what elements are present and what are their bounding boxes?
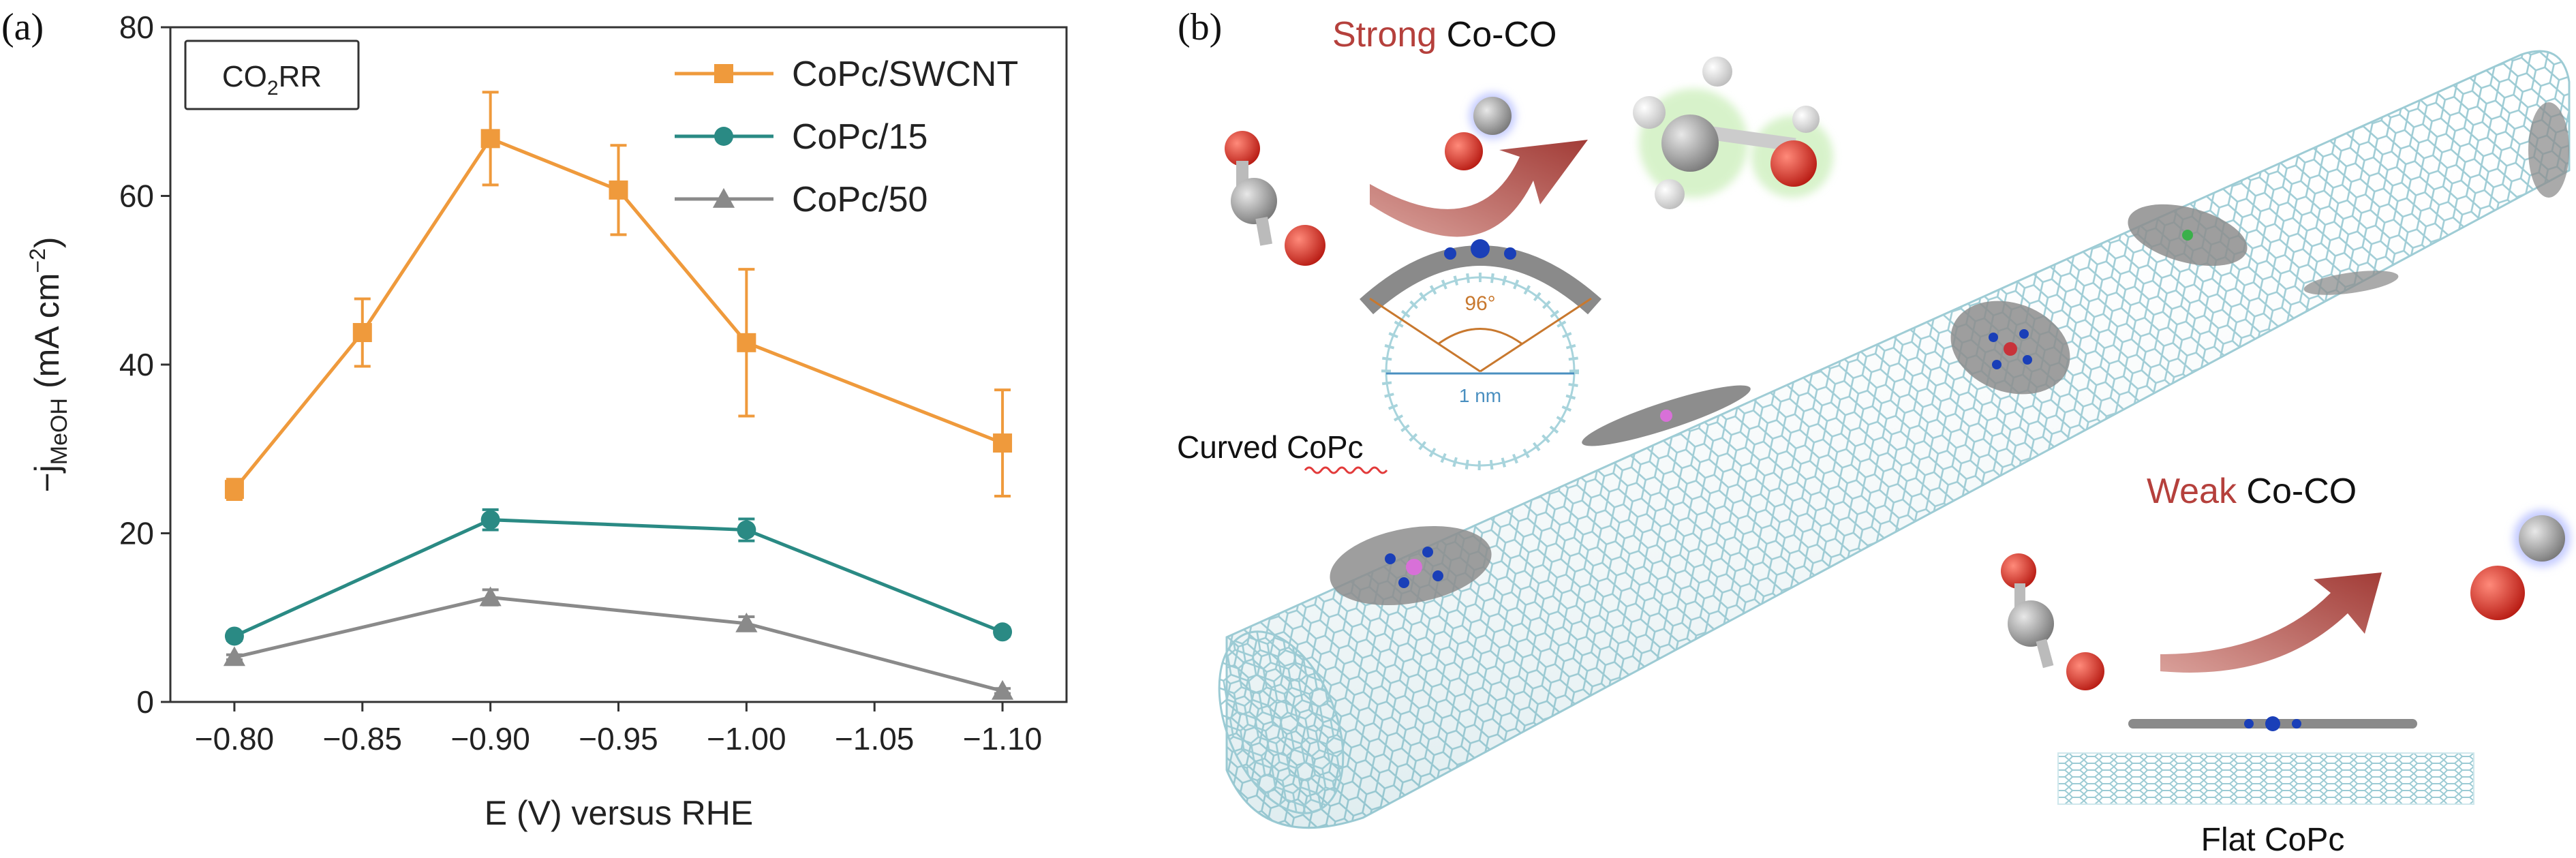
panel-b: (b): [1177, 6, 2571, 858]
angle-label: 96°: [1465, 292, 1495, 315]
data-point: [352, 322, 372, 342]
legend-label: CoPc/SWCNT: [792, 55, 1018, 94]
data-point: [479, 586, 502, 607]
spellcheck-underline: [1304, 466, 1388, 474]
legend-label: CoPc/15: [792, 117, 927, 157]
x-tick-label: −0.85: [323, 721, 402, 756]
series-line: [234, 596, 1003, 693]
curved-copc-cross-section: [1359, 239, 1601, 470]
series-2: [223, 586, 1014, 700]
x-tick-label: −0.95: [579, 721, 658, 756]
y-ticks: 0 20 40 60 80: [119, 10, 170, 720]
panel-b-label: (b): [1178, 6, 1222, 48]
y-axis-label: −jMeOH (mA cm−2): [25, 236, 72, 492]
weak-co-co-label: Weak Co-CO: [2147, 472, 2357, 511]
strong-co-co-label: Strong Co-CO: [1332, 15, 1557, 55]
x-tick-label: −1.10: [963, 721, 1042, 756]
data-point: [735, 612, 758, 632]
y-tick-label: 0: [136, 684, 154, 720]
copc-molecule-side-view: [1582, 385, 1751, 446]
data-point: [993, 433, 1013, 453]
diameter-label: 1 nm: [1459, 385, 1501, 406]
adsorbed-co-upper: [1445, 93, 1516, 170]
co-molecule-upper: [1225, 131, 1325, 266]
data-point: [609, 180, 628, 200]
flat-copc-on-graphene: [2057, 716, 2474, 805]
carbon-nanotube: [1218, 50, 2571, 829]
methanol-molecule: [1633, 57, 1833, 209]
inset-label: CO2RR: [222, 60, 322, 99]
x-tick-label: −0.80: [195, 721, 274, 756]
legend-label: CoPc/50: [792, 180, 927, 219]
reaction-arrow-upper: [1370, 140, 1588, 237]
curved-copc-caption: Curved CoPc: [1177, 429, 1364, 465]
x-tick-label: −1.05: [835, 721, 914, 756]
legend: CoPc/SWCNT CoPc/15 CoPc/50: [675, 55, 1018, 219]
x-tick-label: −1.00: [707, 721, 786, 756]
x-tick-label: −0.90: [450, 721, 530, 756]
co-molecule-lower: [2001, 553, 2104, 690]
legend-marker: [714, 64, 733, 83]
data-point: [224, 626, 244, 646]
data-point: [223, 646, 246, 667]
data-point: [224, 480, 244, 500]
series-line: [233, 518, 1003, 638]
data-point: [737, 520, 756, 540]
series-layer: [223, 91, 1014, 700]
series-0: [224, 91, 1013, 501]
copc-molecule-on-tube-5: [2528, 102, 2569, 198]
y-tick-label: 80: [119, 10, 154, 45]
data-point: [480, 510, 500, 530]
legend-marker: [714, 127, 733, 146]
y-tick-label: 20: [119, 516, 154, 551]
panel-a-label: (a): [1, 6, 44, 48]
data-point: [737, 333, 756, 352]
reaction-arrow-lower: [2160, 572, 2382, 673]
plot-frame: [169, 26, 1068, 703]
data-point: [480, 129, 500, 149]
data-point: [993, 622, 1013, 642]
inset-label-box: CO2RR: [184, 40, 360, 110]
copc-molecule-on-tube-3: [2128, 204, 2248, 266]
copc-molecule-on-tube-4: [2303, 271, 2399, 295]
data-point: [991, 679, 1014, 700]
x-axis-label: E (V) versus RHE: [485, 794, 754, 832]
series-line: [232, 136, 1003, 491]
y-tick-label: 40: [119, 347, 154, 382]
desorbed-co-lower: [2470, 510, 2571, 620]
copc-molecule-on-tube-1: [1330, 525, 1492, 606]
legend-marker: [712, 187, 735, 208]
series-1: [224, 508, 1013, 646]
copc-molecule-on-tube-2: [1950, 301, 2070, 395]
x-ticks: −0.80 −0.85 −0.90 −0.95 −1.00 −1.05 −1.10: [195, 702, 1042, 756]
flat-copc-caption: Flat CoPc: [2201, 822, 2345, 858]
y-tick-label: 60: [119, 179, 154, 214]
